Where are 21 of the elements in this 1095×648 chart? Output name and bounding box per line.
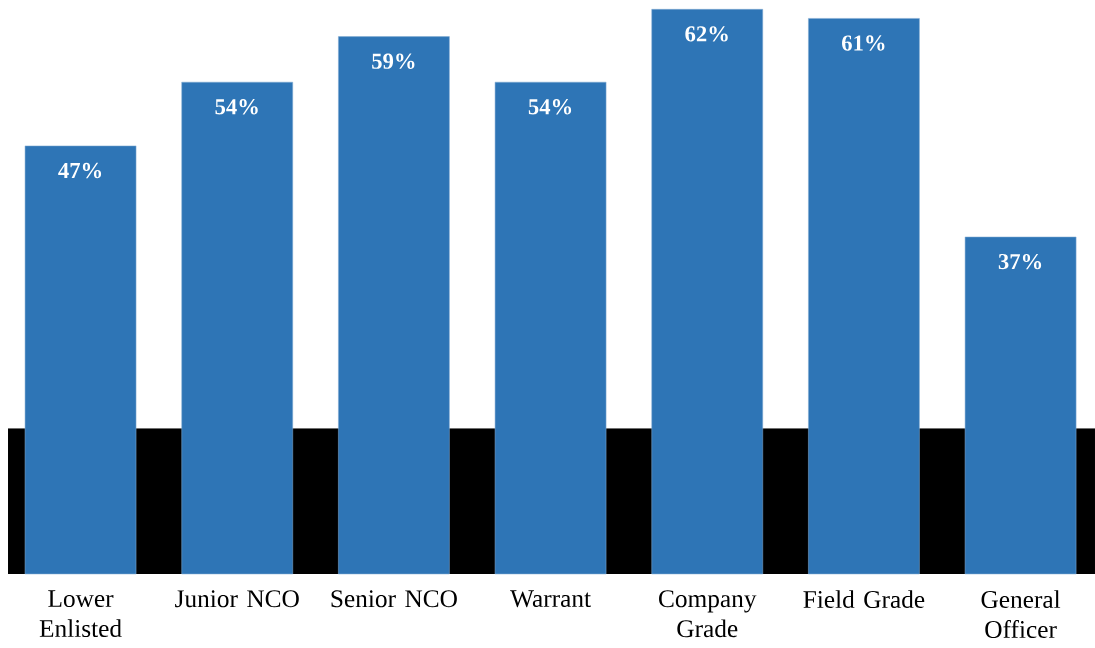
bar [808, 18, 920, 575]
x-tick-label: Junior NCO [175, 590, 299, 608]
x-tick-label: General Officer [981, 590, 1061, 639]
bar [338, 36, 450, 575]
data-label: 62% [685, 26, 728, 42]
x-tick-label: Warrant [510, 590, 591, 608]
bar [651, 9, 764, 575]
data-label: 59% [372, 53, 415, 69]
x-tick-label: Field Grade [803, 590, 925, 609]
x-tick-label: Company Grade [659, 590, 757, 638]
data-label: 54% [215, 99, 258, 115]
data-label: 61% [842, 35, 885, 51]
data-label: 37% [998, 253, 1042, 270]
x-tick-label: Lower Enlisted [39, 590, 122, 638]
bar [494, 81, 607, 575]
bar [24, 145, 137, 575]
data-label: 47% [58, 162, 102, 179]
x-tick-label: Senior NCO [331, 590, 457, 608]
bar [964, 236, 1077, 575]
bar [181, 81, 293, 575]
data-label: 54% [528, 99, 572, 115]
